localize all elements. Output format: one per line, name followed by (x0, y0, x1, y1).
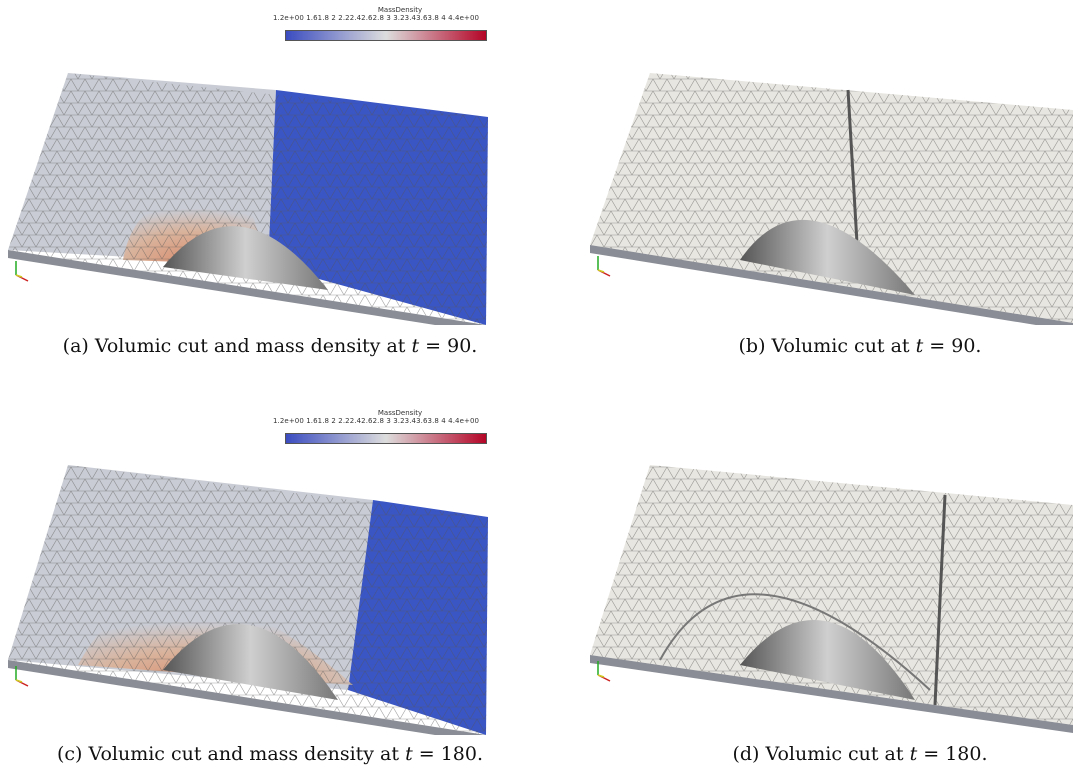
colorbar-ticks-a: 1.2e+00 1.61.8 2 2.22.42.62.8 3 3.23.43.… (273, 14, 480, 22)
caption-d: (d) Volumic cut at t = 180. (732, 743, 988, 765)
colorbar-c (285, 433, 487, 444)
caption-b: (b) Volumic cut at t = 90. (738, 335, 982, 357)
mesh-plot-b (590, 73, 1073, 325)
colorbar-title-c: MassDensity (377, 409, 423, 417)
colorbar-a (285, 30, 487, 41)
mesh-plot-d (590, 465, 1073, 733)
axes-triad-a (15, 261, 29, 282)
cylinder-hole-a (163, 226, 328, 290)
cylinder-hole-c (163, 624, 338, 700)
figure-panel-d (590, 455, 1073, 735)
figure-panel-a (8, 55, 508, 325)
mesh-plot-c (8, 465, 488, 735)
caption-a: (a) Volumic cut and mass density at t = … (62, 335, 478, 357)
cylinder-hole-b (740, 219, 915, 295)
figure-panel-c (8, 455, 508, 735)
caption-c: (c) Volumic cut and mass density at t = … (56, 743, 484, 765)
axes-triad-c (15, 666, 29, 687)
colorbar-title-a: MassDensity (377, 6, 423, 14)
axes-triad-d (597, 661, 611, 682)
mesh-plot-a (8, 73, 488, 325)
axes-triad-b (597, 256, 611, 277)
cylinder-hole-d (740, 620, 915, 700)
colorbar-ticks-c: 1.2e+00 1.61.8 2 2.22.42.62.8 3 3.23.43.… (273, 417, 480, 425)
figure-panel-b (590, 55, 1073, 325)
